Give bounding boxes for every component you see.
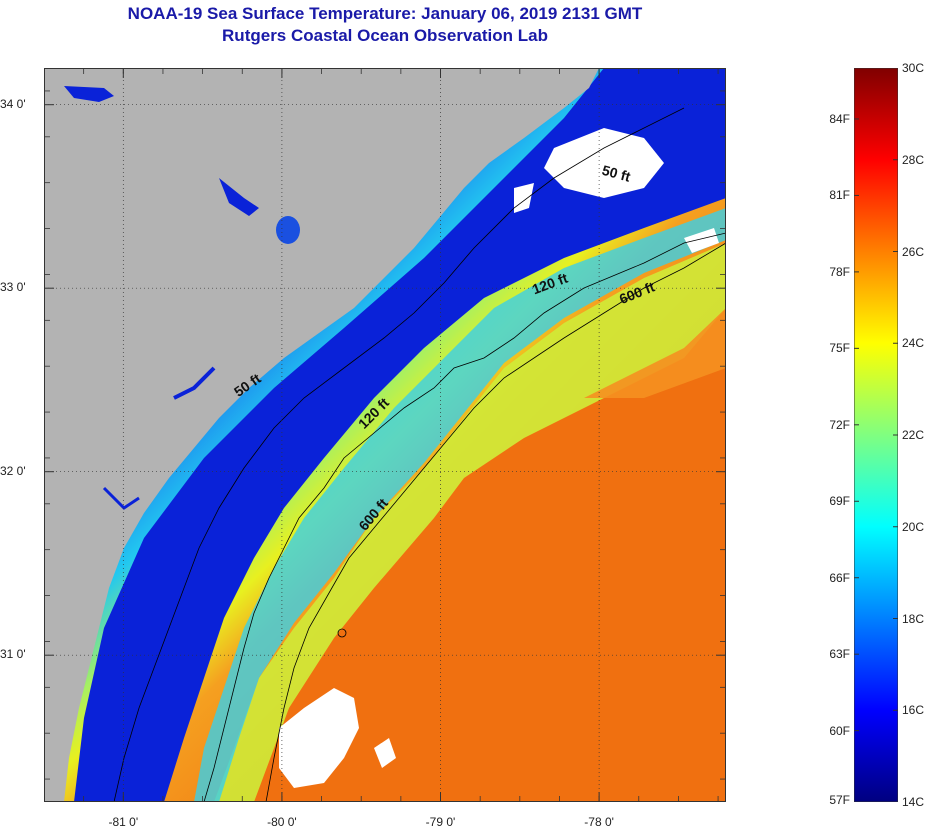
estuary <box>64 86 114 102</box>
map-subtitle: Rutgers Coastal Ocean Observation Lab <box>222 26 548 45</box>
lat-tick-label: 32 0' <box>0 463 26 478</box>
contour-ring <box>337 628 347 638</box>
cloud-patch <box>544 128 664 198</box>
map-frame <box>44 68 726 802</box>
cloud-patch <box>684 228 719 253</box>
gulf-stream-edge <box>584 308 726 398</box>
colorbar-f-label: 57F <box>829 793 850 807</box>
cloud-patch <box>279 688 359 788</box>
nearshore-cold-water <box>74 68 726 802</box>
colorbar-c-label: 24C <box>902 336 925 351</box>
contour-label-0: 50 ft <box>600 162 632 185</box>
contour-50ft <box>113 107 685 802</box>
lat-tick-label: 34 0' <box>0 96 26 111</box>
land <box>44 68 599 802</box>
cloud-patch <box>374 738 396 768</box>
contour-120ft <box>203 232 726 802</box>
colorbar-c-label: 14C <box>902 795 925 809</box>
colorbar-f-label: 63F <box>829 647 850 662</box>
colorbar-f-label: 78F <box>829 264 850 279</box>
colorbar-f-label: 84F <box>829 111 850 126</box>
map-title: NOAA-19 Sea Surface Temperature: January… <box>127 4 643 23</box>
colorbar-c-label: 30C <box>902 61 925 75</box>
gulf-stream <box>254 308 726 802</box>
colorbar-c-label: 18C <box>902 611 925 626</box>
colorbar-f-label: 81F <box>829 188 850 203</box>
mid-shelf-water <box>214 243 726 802</box>
lon-tick-label: -78 0' <box>584 815 614 829</box>
colorbar-f-label: 72F <box>829 417 850 432</box>
colorbar-f-label: 60F <box>829 723 850 738</box>
lake <box>276 216 300 244</box>
estuary <box>219 178 259 216</box>
lon-tick-label: -80 0' <box>267 815 297 829</box>
colorbar-c-label: 28C <box>902 152 925 167</box>
colorbar-c-label: 20C <box>902 519 925 534</box>
colorbar-f-label: 69F <box>829 494 850 509</box>
contour-600ft <box>265 242 726 802</box>
river <box>102 486 140 510</box>
river <box>173 366 216 400</box>
colorbar-f-label: 75F <box>829 341 850 356</box>
temperature-colorbar <box>854 68 898 802</box>
colorbar-c-label: 26C <box>902 244 925 259</box>
colorbar-c-label: 22C <box>902 428 925 442</box>
colorbar-fill <box>854 68 898 802</box>
lon-tick-label: -81 0' <box>108 815 139 829</box>
colorbar-c-label: 16C <box>902 703 925 718</box>
cloud-patch <box>514 183 534 213</box>
lat-tick-label: 31 0' <box>0 647 26 662</box>
lat-tick-label: 33 0' <box>0 280 26 295</box>
lon-tick-label: -79 0' <box>425 815 456 829</box>
colorbar-f-label: 66F <box>829 570 850 585</box>
